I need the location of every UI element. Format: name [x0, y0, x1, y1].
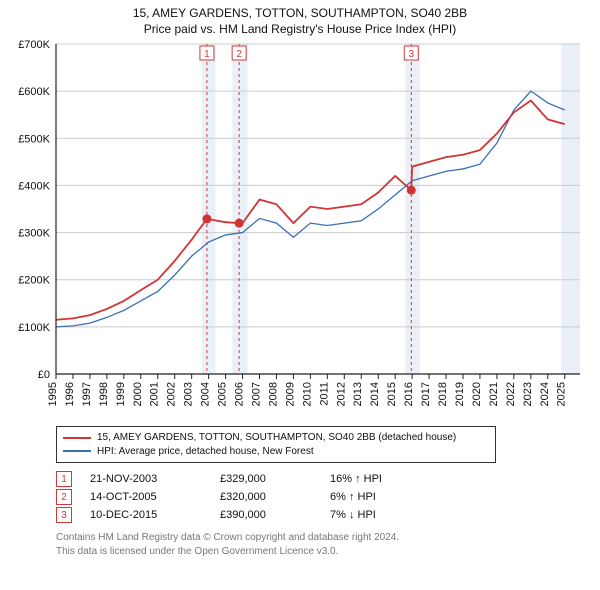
title-block: 15, AMEY GARDENS, TOTTON, SOUTHAMPTON, S… [10, 6, 590, 36]
svg-text:1995: 1995 [47, 382, 59, 406]
svg-text:2006: 2006 [234, 382, 246, 406]
svg-text:£500K: £500K [18, 133, 50, 145]
svg-text:2015: 2015 [386, 382, 398, 406]
event-price: £329,000 [220, 473, 330, 485]
event-delta: 6% ↑ HPI [330, 491, 440, 503]
event-price: £320,000 [220, 491, 330, 503]
svg-text:2017: 2017 [420, 382, 432, 406]
svg-text:1999: 1999 [115, 382, 127, 406]
svg-text:2024: 2024 [539, 382, 551, 406]
svg-text:£400K: £400K [18, 180, 50, 192]
svg-text:2018: 2018 [437, 382, 449, 406]
legend-row: HPI: Average price, detached house, New … [63, 445, 489, 459]
event-date: 21-NOV-2003 [90, 473, 220, 485]
svg-text:2008: 2008 [267, 382, 279, 406]
license-text: Contains HM Land Registry data © Crown c… [56, 531, 590, 558]
svg-text:1996: 1996 [64, 382, 76, 406]
chart: £0 £100K £200K £300K £400K £500K £600K £700K 1 2 3… [10, 40, 590, 420]
legend: 15, AMEY GARDENS, TOTTON, SOUTHAMPTON, S… [56, 426, 496, 463]
title-line-2: Price paid vs. HM Land Registry's House … [10, 22, 590, 36]
event-row: 1 21-NOV-2003£329,00016% ↑ HPI [56, 471, 590, 487]
event-row: 3 10-DEC-2015£390,0007% ↓ HPI [56, 507, 590, 523]
svg-text:2007: 2007 [250, 382, 262, 406]
event-delta: 16% ↑ HPI [330, 473, 440, 485]
svg-text:1998: 1998 [98, 382, 110, 406]
event-number: 2 [56, 489, 72, 505]
legend-swatch [63, 450, 91, 452]
svg-text:3: 3 [408, 49, 414, 60]
svg-text:£600K: £600K [18, 86, 50, 98]
event-number: 1 [56, 471, 72, 487]
svg-text:1997: 1997 [81, 382, 93, 406]
svg-text:1: 1 [204, 49, 210, 60]
svg-text:2011: 2011 [318, 382, 330, 406]
event-date: 10-DEC-2015 [90, 509, 220, 521]
event-row: 2 14-OCT-2005£320,0006% ↑ HPI [56, 489, 590, 505]
title-line-1: 15, AMEY GARDENS, TOTTON, SOUTHAMPTON, S… [10, 6, 590, 20]
svg-text:£100K: £100K [18, 322, 50, 334]
events-table: 1 21-NOV-2003£329,00016% ↑ HPI 2 14-OCT-200… [56, 471, 590, 523]
svg-text:£300K: £300K [18, 228, 50, 240]
event-price: £390,000 [220, 509, 330, 521]
svg-text:£200K: £200K [18, 275, 50, 287]
svg-text:2005: 2005 [217, 382, 229, 406]
svg-text:2020: 2020 [471, 382, 483, 406]
svg-text:2022: 2022 [505, 382, 517, 406]
event-date: 14-OCT-2005 [90, 491, 220, 503]
svg-text:2000: 2000 [132, 382, 144, 406]
svg-text:2010: 2010 [301, 382, 313, 406]
svg-text:2002: 2002 [166, 382, 178, 406]
event-delta: 7% ↓ HPI [330, 509, 440, 521]
license-line-1: Contains HM Land Registry data © Crown c… [56, 531, 590, 545]
svg-text:2: 2 [236, 49, 242, 60]
svg-text:2014: 2014 [369, 382, 381, 406]
svg-text:2013: 2013 [352, 382, 364, 406]
legend-label: 15, AMEY GARDENS, TOTTON, SOUTHAMPTON, S… [97, 431, 456, 445]
svg-text:£700K: £700K [18, 40, 50, 51]
chart-svg: £0 £100K £200K £300K £400K £500K £600K £700K 1 2 3… [10, 40, 590, 420]
svg-text:2025: 2025 [556, 382, 568, 406]
event-number: 3 [56, 507, 72, 523]
svg-text:2019: 2019 [454, 382, 466, 406]
legend-row: 15, AMEY GARDENS, TOTTON, SOUTHAMPTON, S… [63, 431, 489, 445]
svg-text:2012: 2012 [335, 382, 347, 406]
svg-text:2004: 2004 [200, 382, 212, 406]
svg-text:2023: 2023 [522, 382, 534, 406]
legend-swatch [63, 437, 91, 439]
svg-text:2016: 2016 [403, 382, 415, 406]
svg-text:2003: 2003 [183, 382, 195, 406]
license-line-2: This data is licensed under the Open Gov… [56, 545, 590, 559]
svg-text:2021: 2021 [488, 382, 500, 406]
svg-text:2009: 2009 [284, 382, 296, 406]
svg-text:2001: 2001 [149, 382, 161, 406]
svg-text:£0: £0 [38, 369, 50, 381]
legend-label: HPI: Average price, detached house, New … [97, 445, 314, 459]
